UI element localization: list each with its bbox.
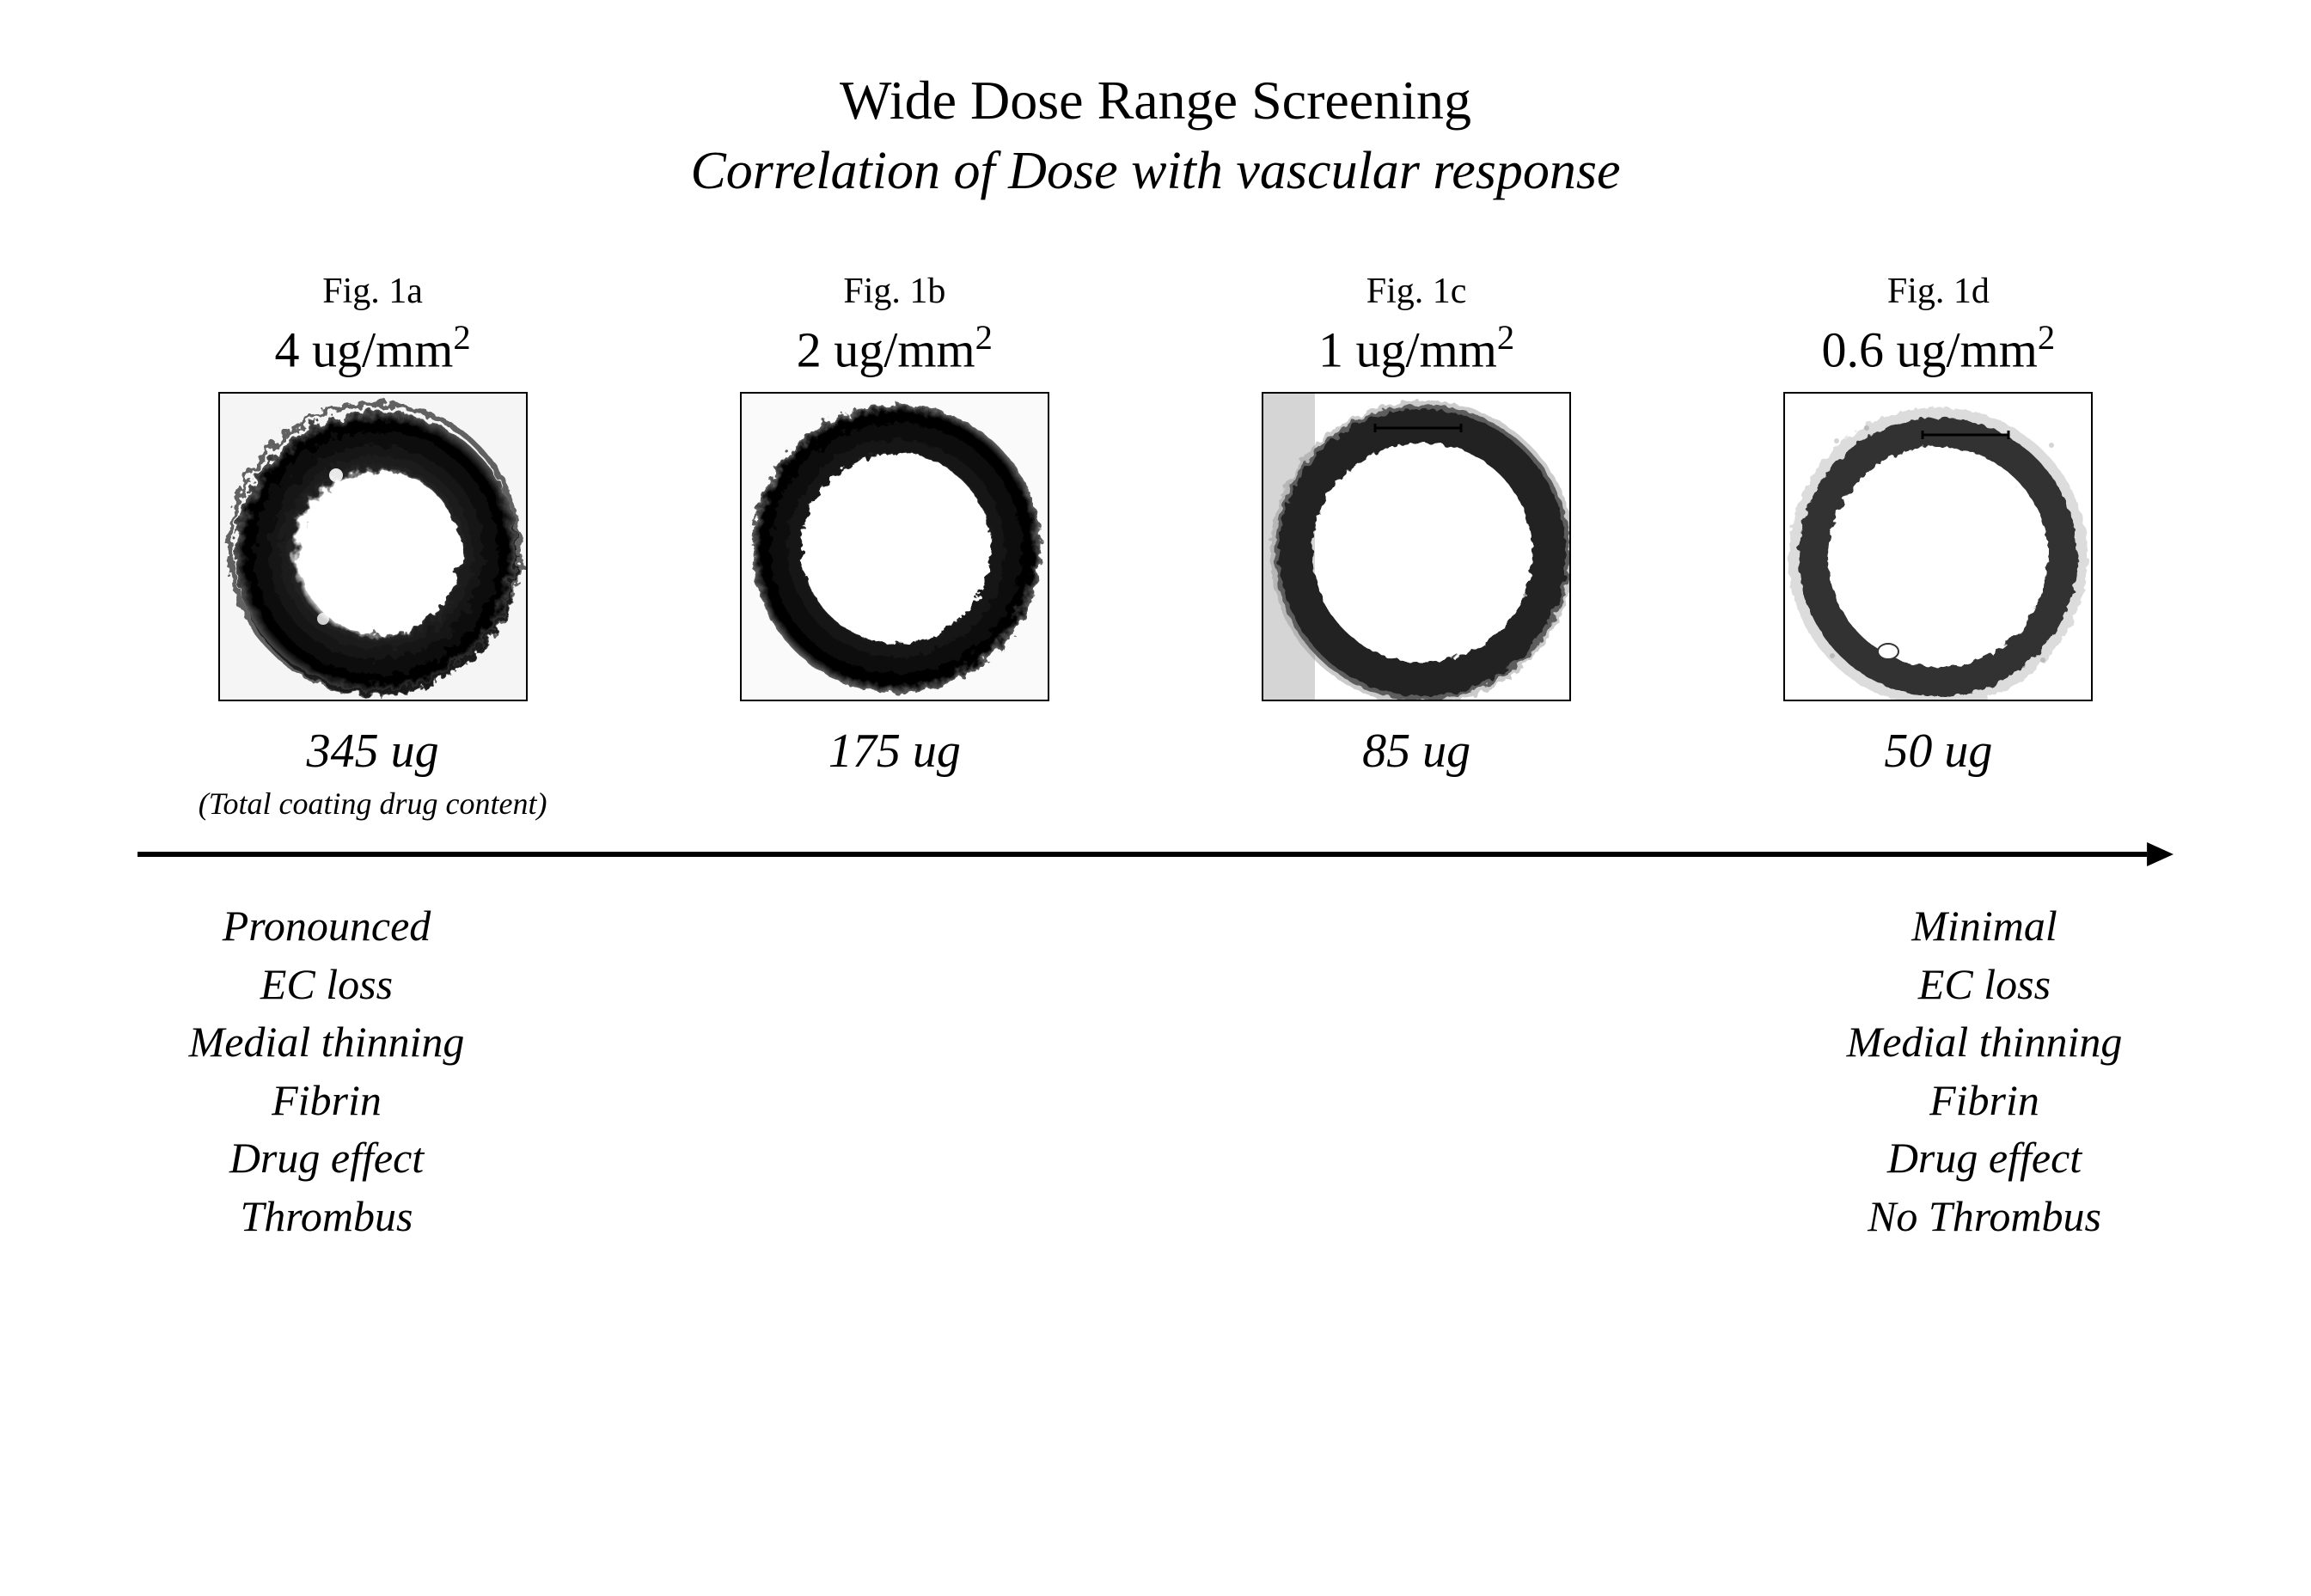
arrow-row <box>86 837 2225 871</box>
total-dose: 175 ug <box>828 724 961 779</box>
histology-image-1a <box>218 392 528 701</box>
dose-value: 1 ug/mm <box>1318 321 1497 377</box>
subtitle: Correlation of Dose with vascular respon… <box>86 141 2225 202</box>
dose-label: 4 ug/mm2 <box>275 317 471 378</box>
effect-line: Minimal <box>1911 897 2057 956</box>
dose-value: 4 ug/mm <box>275 321 454 377</box>
dose-label: 2 ug/mm2 <box>797 317 993 378</box>
dose-exp: 2 <box>1497 318 1514 357</box>
main-title: Wide Dose Range Screening <box>86 69 2225 132</box>
total-dose: 50 ug <box>1884 724 1992 779</box>
histology-image-1d <box>1783 392 2093 701</box>
total-dose: 85 ug <box>1362 724 1470 779</box>
effect-line: Medial thinning <box>189 1013 465 1072</box>
dose-value: 2 ug/mm <box>797 321 975 377</box>
dose-exp: 2 <box>2038 318 2055 357</box>
figure-container: Wide Dose Range Screening Correlation of… <box>86 69 2225 1245</box>
dose-value: 0.6 ug/mm <box>1822 321 2038 377</box>
figures-row: Fig. 1a 4 ug/mm2 <box>86 271 2225 822</box>
effect-line: No Thrombus <box>1868 1188 2101 1246</box>
total-dose-note: (Total coating drug content) <box>199 786 547 822</box>
title-block: Wide Dose Range Screening Correlation of… <box>86 69 2225 202</box>
fig-label: Fig. 1a <box>322 271 423 312</box>
effect-line: Fibrin <box>272 1072 382 1130</box>
effect-line: Pronounced <box>223 897 431 956</box>
dose-label: 0.6 ug/mm2 <box>1822 317 2056 378</box>
effects-left: Pronounced EC loss Medial thinning Fibri… <box>138 897 516 1245</box>
figure-col-1a: Fig. 1a 4 ug/mm2 <box>138 271 608 822</box>
fig-label: Fig. 1b <box>843 271 945 312</box>
effect-line: Medial thinning <box>1847 1013 2123 1072</box>
effect-line: Drug effect <box>1887 1129 2082 1188</box>
effects-right: Minimal EC loss Medial thinning Fibrin D… <box>1795 897 2173 1245</box>
histology-image-1c <box>1262 392 1571 701</box>
fig-label: Fig. 1d <box>1887 271 1990 312</box>
figure-col-1c: Fig. 1c 1 ug/mm2 <box>1182 271 1652 822</box>
total-dose: 345 ug <box>307 724 439 779</box>
effect-line: Thrombus <box>241 1188 413 1246</box>
effect-line: Fibrin <box>1929 1072 2039 1130</box>
effect-line: Drug effect <box>229 1129 424 1188</box>
histology-image-1b <box>740 392 1049 701</box>
fig-label: Fig. 1c <box>1366 271 1467 312</box>
dose-exp: 2 <box>975 318 993 357</box>
effects-row: Pronounced EC loss Medial thinning Fibri… <box>86 897 2225 1245</box>
dose-label: 1 ug/mm2 <box>1318 317 1514 378</box>
effect-line: EC loss <box>1918 956 2051 1014</box>
figure-col-1d: Fig. 1d 0.6 ug/mm2 <box>1703 271 2173 822</box>
dose-exp: 2 <box>453 318 470 357</box>
effect-line: EC loss <box>260 956 393 1014</box>
figure-col-1b: Fig. 1b 2 ug/mm2 <box>659 271 1129 822</box>
arrow-icon <box>138 837 2173 871</box>
